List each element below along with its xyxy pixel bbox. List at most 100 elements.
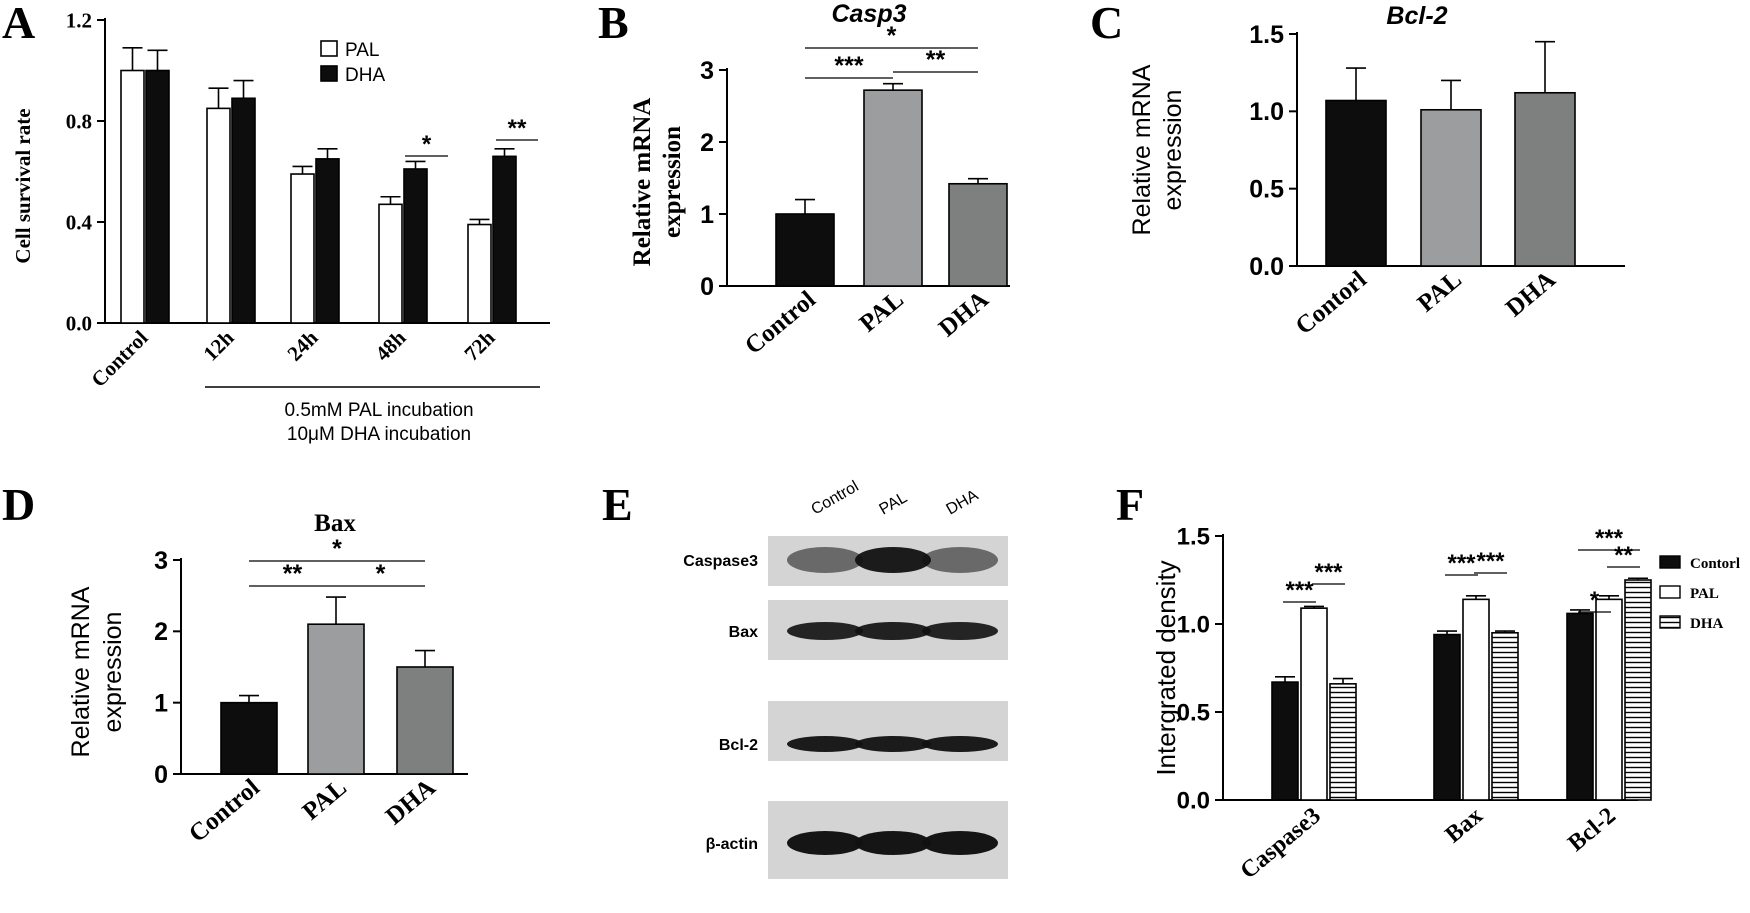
y-tick-label: 0.0: [66, 311, 92, 335]
y-tick-label: 1.0: [1249, 98, 1284, 126]
bar-dha-3: [403, 168, 428, 324]
chart-d-bax: 0 1 2 3 Bax Relative mRNA expression Control PAL…: [67, 510, 468, 848]
bar-pal-0: [120, 69, 145, 324]
x-tick-label: DHA: [381, 774, 441, 830]
y-tick-label: 0.5: [1249, 175, 1284, 203]
sig-2-stars: *: [376, 560, 386, 588]
panel-label-d: D: [2, 479, 35, 530]
chart-f-integrated-density: 0.0 0.5 1.0 1.5 Intergrated density Caspase3 B…: [1151, 523, 1740, 884]
sig-3-stars: ***: [1476, 548, 1505, 575]
bar-contorl-2: [1566, 612, 1594, 801]
bar-pal-1: [1462, 598, 1490, 801]
panel-label-b: B: [598, 0, 629, 48]
y-tick-label: 1.0: [1177, 611, 1210, 638]
y-tick-label: 0: [700, 273, 714, 301]
y-tick-label: 1.5: [1177, 523, 1210, 550]
blot-row-label: Bcl-2: [719, 737, 758, 754]
blot-band: [787, 547, 863, 573]
y-tick-label: 0.4: [66, 210, 93, 234]
y-tick-label: 0.5: [1177, 699, 1210, 726]
blot-row-label: β-actin: [706, 836, 758, 853]
legend-label-pal: PAL: [1690, 586, 1719, 602]
y-tick-label: 0.8: [66, 109, 92, 133]
y-tick-label: 3: [700, 57, 714, 85]
bar-dha: [1514, 91, 1576, 267]
x-tick-label: Control: [86, 325, 152, 391]
bar-pal-2: [1595, 598, 1623, 801]
legend-swatch-pal: [320, 40, 338, 57]
bar-dha-1: [1491, 631, 1519, 801]
y-tick-label: 1.2: [66, 8, 92, 32]
x-tick-label: 24h: [282, 325, 322, 365]
chart-b-casp3: 0 1 2 3 Casp3 Relative mRNA expression Control P…: [629, 0, 1010, 360]
legend-swatch-contorl: [1659, 555, 1681, 569]
bar-dha-2: [1624, 579, 1652, 801]
y-tick-label: 0.0: [1177, 787, 1210, 814]
x-tick-label: DHA: [1501, 266, 1561, 322]
bar-dha-2: [315, 158, 340, 324]
blot-e-western: Control PAL DHA Caspase3 Bax Bcl-2 β-actin: [683, 478, 1008, 879]
sig-4-stars: *: [1590, 587, 1600, 614]
bar-dha-1: [231, 97, 256, 324]
legend-label-contorl: Contorl: [1690, 556, 1740, 572]
chart-c-bcl2: 0.0 0.5 1.0 1.5 Bcl-2 Relative mRNA expression…: [1128, 2, 1625, 340]
chart-title: Bax: [314, 510, 356, 537]
chart-a-cell-survival: 0.0 0.4 0.8 1.2 Cell survival rate Control 12h…: [11, 8, 550, 445]
x-tick-label: 48h: [370, 325, 410, 365]
x-tick-label: PAL: [855, 286, 909, 338]
bar-pal-4: [467, 223, 492, 324]
chart-title: Casp3: [831, 0, 906, 28]
bar-dha: [396, 666, 454, 775]
blot-lane-label: PAL: [877, 489, 911, 518]
sig-72h-stars: **: [508, 115, 527, 142]
x-tick-label: 12h: [198, 325, 238, 365]
blot-band: [922, 831, 998, 855]
x-tick-label: Control: [740, 286, 821, 360]
x-tick-label: Control: [184, 774, 265, 848]
blot-band: [787, 736, 863, 752]
blot-band: [922, 736, 998, 752]
blot-band: [922, 547, 998, 573]
y-axis-label: Relative mRNA: [67, 586, 95, 757]
y-tick-label: 0.0: [1249, 253, 1284, 281]
x-tick-label: Bcl-2: [1563, 803, 1621, 857]
x-tick-label: PAL: [1413, 266, 1467, 318]
legend-label-pal: PAL: [345, 40, 380, 61]
bar-pal-3: [378, 203, 403, 324]
blot-band: [855, 831, 931, 855]
bar-pal: [863, 89, 923, 287]
y-axis-label: Relative mRNA: [629, 98, 656, 267]
blot-lane-label: DHA: [944, 487, 982, 519]
blot-band: [787, 622, 863, 640]
bar-pal-0: [1300, 607, 1328, 801]
sig-1-stars: **: [283, 560, 303, 588]
sig-2-stars: **: [926, 46, 946, 74]
bar-pal-1: [206, 107, 231, 324]
sig-48h-stars: *: [422, 131, 432, 158]
y-axis-label: Cell survival rate: [11, 108, 35, 263]
bar-dha-0: [1329, 683, 1357, 801]
sig-2-stars: ***: [1447, 550, 1476, 577]
bar-pal: [1420, 108, 1482, 267]
legend-label-dha: DHA: [1690, 616, 1724, 632]
bar-dha-0: [145, 69, 170, 324]
y-axis-label: expression: [1159, 90, 1187, 211]
y-tick-label: 3: [154, 547, 168, 575]
bar-dha: [948, 182, 1008, 287]
bar-control: [220, 701, 278, 775]
y-tick-label: 1: [154, 689, 168, 717]
sig-0-stars: *: [332, 535, 342, 563]
y-axis-label: Intergrated density: [1151, 560, 1181, 775]
y-tick-label: 0: [154, 761, 168, 789]
bar-pal: [307, 623, 365, 775]
y-axis-label: expression: [99, 612, 127, 733]
group-note: 0.5mM PAL incubation: [284, 400, 473, 421]
panel-label-a: A: [2, 0, 35, 48]
panel-label-f: F: [1116, 479, 1144, 530]
blot-band: [922, 622, 998, 640]
bar-pal-2: [290, 173, 315, 324]
bar-contorl-1: [1433, 633, 1461, 801]
legend-swatch-dha: [320, 65, 338, 82]
y-axis-label: Relative mRNA: [1128, 64, 1156, 235]
